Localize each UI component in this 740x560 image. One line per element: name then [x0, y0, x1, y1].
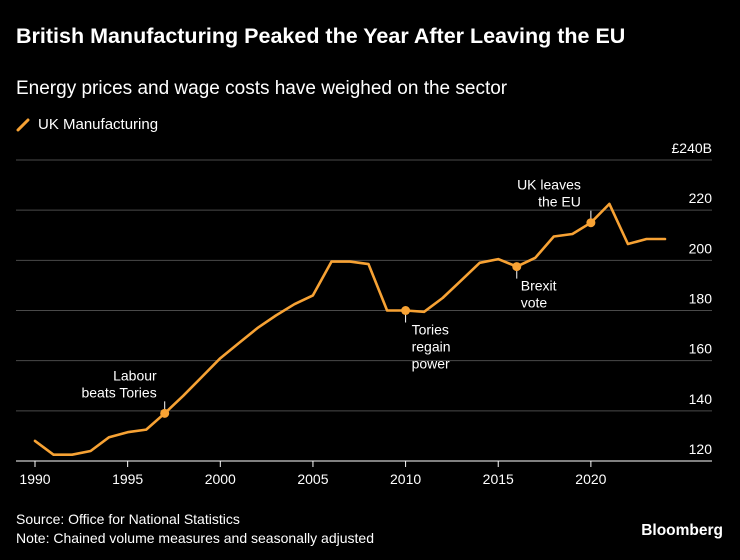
chart-subtitle: Energy prices and wage costs have weighe… [16, 78, 508, 99]
annotation-marker [401, 306, 411, 315]
x-tick-label: 2000 [205, 471, 236, 487]
methodology-note: Note: Chained volume measures and season… [16, 530, 374, 546]
y-tick-label: £240B [672, 140, 712, 156]
series-line-uk-manufacturing [33, 202, 667, 457]
annotation-label: Labour [113, 367, 157, 383]
y-tick-label: 180 [689, 291, 713, 307]
annotation-label: the EU [538, 194, 581, 210]
annotation-label: regain [412, 339, 451, 355]
x-tick-label: 2020 [575, 471, 606, 487]
x-tick-label: 2010 [390, 471, 421, 487]
annotation-marker [160, 408, 170, 418]
bloomberg-logo: Bloomberg [641, 522, 723, 539]
legend-line-icon [16, 118, 30, 131]
x-tick-label: 1995 [112, 471, 143, 487]
line-chart: 120 140 160 180 200 220 £240B 1990 1995 2000 2005 2… [16, 140, 713, 487]
annotation-marker [512, 262, 522, 272]
source-note: Source: Office for National Statistics [16, 511, 240, 527]
annotation-label: Brexit [521, 278, 557, 294]
legend-label: UK Manufacturing [38, 116, 159, 133]
x-tick-label: 2015 [483, 471, 514, 487]
annotation-label: Tories [412, 322, 449, 338]
annotation-label: vote [521, 295, 548, 311]
footer: Source: Office for National Statistics N… [16, 510, 374, 548]
annotation-label: power [412, 356, 450, 372]
y-tick-label: 220 [689, 190, 713, 206]
y-tick-label: 140 [689, 391, 713, 407]
chart-title: British Manufacturing Peaked the Year Af… [16, 24, 626, 48]
annotation-marker [586, 218, 596, 228]
y-tick-label: 200 [689, 240, 713, 256]
y-tick-label: 160 [689, 341, 713, 357]
x-tick-label: 1990 [19, 471, 50, 487]
legend: UK Manufacturing [16, 116, 158, 133]
y-tick-label: 120 [689, 441, 713, 457]
annotation-label: beats Tories [81, 384, 156, 400]
annotation-label: UK leaves [517, 177, 581, 193]
x-tick-label: 2005 [297, 471, 328, 487]
